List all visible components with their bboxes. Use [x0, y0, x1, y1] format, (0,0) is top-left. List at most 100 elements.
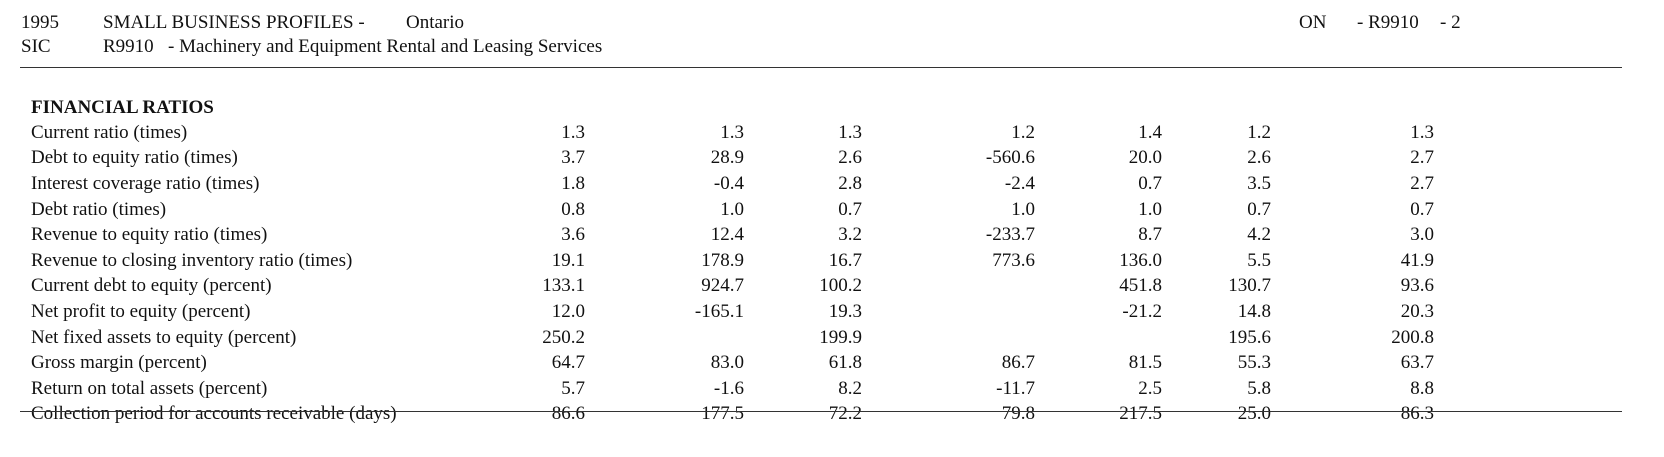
ratio-value-col-2: 12.4 [710, 224, 744, 246]
ratio-value-col-2: -165.1 [694, 300, 744, 322]
table-row: Revenue to closing inventory ratio (time… [31, 248, 1434, 274]
ratio-value-col-3: 100.2 [819, 275, 862, 297]
ratio-value-col-6: 2.6 [1247, 147, 1271, 169]
ratio-value-col-6: 4.2 [1247, 224, 1271, 246]
ratio-value-col-1: 12.0 [551, 300, 585, 322]
ratio-value-col-7: 8.8 [1410, 377, 1434, 399]
ratio-value-col-2: 28.9 [710, 147, 744, 169]
ratio-value-col-6: 55.3 [1237, 352, 1271, 374]
ratio-value-col-3: 61.8 [828, 352, 862, 374]
ratio-value-col-1: 5.7 [561, 377, 585, 399]
ratio-value-col-4 [862, 299, 1035, 325]
table-row: Gross margin (percent) 64.7 83.0 61.8 86.7 81… [31, 350, 1434, 376]
ratio-label: Net fixed assets to equity (percent) [31, 326, 297, 348]
ratio-value-col-2 [585, 325, 744, 351]
ratio-value-col-4: 1.2 [1011, 121, 1035, 143]
ratio-value-col-7: 1.3 [1410, 121, 1434, 143]
ratio-value-col-1: 64.7 [551, 352, 585, 374]
footer-divider [20, 411, 1622, 412]
ratio-value-col-1: 1.3 [561, 121, 585, 143]
ratio-value-col-5: 2.5 [1138, 377, 1162, 399]
ratio-value-col-3: 2.6 [838, 147, 862, 169]
table-row: Revenue to equity ratio (times) 3.6 12.4 3.… [31, 222, 1434, 248]
ratio-value-col-4: 773.6 [992, 249, 1035, 271]
ratio-value-col-2: 1.0 [720, 198, 744, 220]
report-year: 1995 [21, 12, 59, 33]
ratio-value-col-7: 41.9 [1400, 249, 1434, 271]
ratio-label: Return on total assets (percent) [31, 377, 268, 399]
ratio-value-col-5: -21.2 [1122, 300, 1162, 322]
table-row: Current debt to equity (percent) 133.1 924… [31, 274, 1434, 300]
ratio-value-col-4: -560.6 [985, 147, 1035, 169]
ratio-value-col-6: 3.5 [1247, 172, 1271, 194]
ratio-value-col-2: 1.3 [720, 121, 744, 143]
ratio-value-col-6: 14.8 [1237, 300, 1271, 322]
table-row: Interest coverage ratio (times) 1.8 -0.4 2.… [31, 171, 1434, 197]
ratio-value-col-5 [1035, 325, 1162, 351]
table-row: Debt to equity ratio (times) 3.7 28.9 2.6 -5… [31, 146, 1434, 172]
report-title: SMALL BUSINESS PROFILES - [103, 12, 365, 33]
ratio-label: Current debt to equity (percent) [31, 275, 272, 297]
ratio-value-col-3: 1.3 [838, 121, 862, 143]
province-code: ON [1299, 12, 1327, 33]
table-row: Net profit to equity (percent) 12.0 -165.1… [31, 299, 1434, 325]
ratio-value-col-3: 19.3 [828, 300, 862, 322]
ratio-value-col-3: 0.7 [838, 198, 862, 220]
ratio-label: Collection period for accounts receivabl… [31, 403, 397, 425]
ratio-value-col-6: 5.5 [1247, 249, 1271, 271]
header-divider [20, 67, 1622, 68]
sic-description: - Machinery and Equipment Rental and Lea… [168, 36, 603, 57]
sic-label: SIC [21, 36, 51, 57]
ratio-value-col-5: 1.4 [1138, 121, 1162, 143]
ratio-value-col-1: 250.2 [542, 326, 585, 348]
table-row: Collection period for accounts receivabl… [31, 402, 1434, 428]
ratio-value-col-1: 133.1 [542, 275, 585, 297]
report-region: Ontario [406, 12, 465, 33]
ratio-label: Debt ratio (times) [31, 198, 167, 220]
ratio-value-col-1: 3.6 [561, 224, 585, 246]
ratio-label: Current ratio (times) [31, 121, 188, 143]
ratio-value-col-4: -11.7 [996, 377, 1035, 399]
ratio-value-col-3: 72.2 [828, 403, 862, 425]
ratio-label: Net profit to equity (percent) [31, 300, 251, 322]
ratio-value-col-3: 3.2 [838, 224, 862, 246]
ratio-value-col-4: -233.7 [985, 224, 1035, 246]
ratio-value-col-7: 3.0 [1410, 224, 1434, 246]
ratio-value-col-2: 177.5 [701, 403, 744, 425]
ratio-value-col-7: 200.8 [1391, 326, 1434, 348]
ratio-value-col-7: 2.7 [1410, 147, 1434, 169]
ratio-value-col-7: 2.7 [1410, 172, 1434, 194]
ratio-value-col-7: 63.7 [1400, 352, 1434, 374]
ratio-label: Debt to equity ratio (times) [31, 147, 238, 169]
ratio-value-col-1: 1.8 [561, 172, 585, 194]
ratio-value-col-3: 199.9 [819, 326, 862, 348]
ratio-value-col-6: 130.7 [1228, 275, 1271, 297]
ratio-label: Revenue to closing inventory ratio (time… [31, 249, 353, 271]
ratio-value-col-4 [862, 274, 1035, 300]
ratio-value-col-2: -0.4 [713, 172, 744, 194]
ratio-value-col-5: 217.5 [1119, 403, 1162, 425]
table-row: Return on total assets (percent) 5.7 -1.6 8… [31, 376, 1434, 402]
page-number: - 2 [1440, 12, 1461, 33]
industry-code: - R9910 [1357, 12, 1419, 33]
ratio-value-col-1: 0.8 [561, 198, 585, 220]
ratio-value-col-4: 79.8 [1001, 403, 1035, 425]
ratio-value-col-5: 8.7 [1138, 224, 1162, 246]
ratio-value-col-6: 1.2 [1247, 121, 1271, 143]
ratio-value-col-1: 86.6 [551, 403, 585, 425]
ratio-value-col-3: 16.7 [828, 249, 862, 271]
ratio-value-col-5: 81.5 [1128, 352, 1162, 374]
ratio-value-col-7: 93.6 [1400, 275, 1434, 297]
ratio-value-col-5: 451.8 [1119, 275, 1162, 297]
ratio-value-col-5: 136.0 [1119, 249, 1162, 271]
ratio-value-col-3: 2.8 [838, 172, 862, 194]
ratio-value-col-2: 924.7 [701, 275, 744, 297]
sic-code: R9910 [103, 36, 154, 57]
ratio-value-col-6: 25.0 [1237, 403, 1271, 425]
ratio-value-col-2: 83.0 [710, 352, 744, 374]
ratio-value-col-5: 20.0 [1128, 147, 1162, 169]
ratio-value-col-4 [862, 325, 1035, 351]
ratio-label: Gross margin (percent) [31, 352, 207, 374]
ratio-value-col-5: 0.7 [1138, 172, 1162, 194]
ratio-value-col-4: 1.0 [1011, 198, 1035, 220]
